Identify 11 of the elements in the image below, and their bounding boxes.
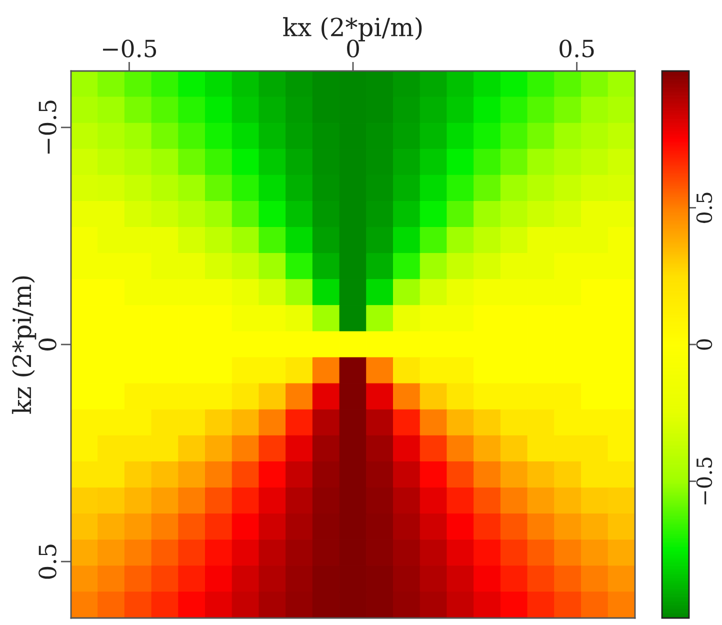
y-axis-title: kz (2*pi/m)	[12, 276, 36, 414]
color-bar-label: 0.5	[696, 192, 712, 223]
y-tick-label: 0.5	[38, 544, 56, 579]
color-bar-label: 0	[696, 339, 712, 350]
x-tick-label: 0.5	[560, 40, 594, 58]
x-tick-label: 0	[347, 40, 359, 58]
y-tick-label: 0	[38, 338, 56, 350]
color-bar-label: −0.5	[696, 458, 712, 504]
y-tick-label: −0.5	[38, 100, 56, 154]
x-tick-label: −0.5	[103, 40, 156, 58]
x-axis-title: kx (2*pi/m)	[283, 17, 422, 42]
